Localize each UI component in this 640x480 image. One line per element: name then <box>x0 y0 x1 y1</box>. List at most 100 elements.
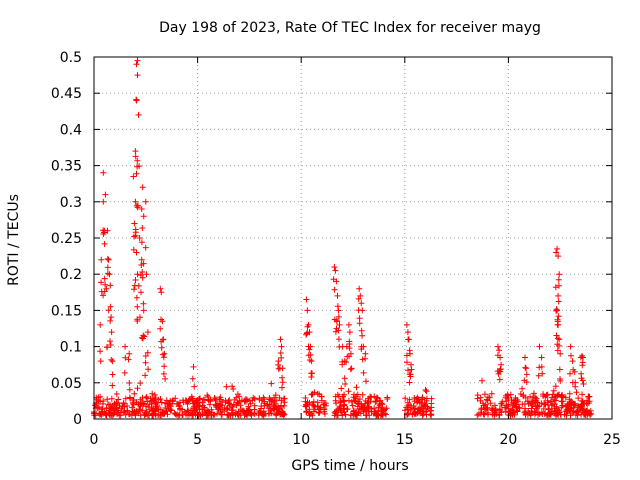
baseline-point <box>126 411 133 418</box>
spike-cluster-point <box>98 279 105 286</box>
spike-point <box>555 292 562 299</box>
baseline-point <box>411 408 418 415</box>
baseline-point <box>172 395 179 402</box>
baseline-point <box>529 399 536 406</box>
baseline-point <box>251 402 258 409</box>
baseline-point <box>251 395 258 402</box>
baseline-point <box>421 401 428 408</box>
spike-point <box>497 354 504 361</box>
spike-cluster-point <box>362 355 369 362</box>
spike-cluster-point <box>578 370 585 377</box>
spike-cluster-point <box>132 277 139 283</box>
baseline-point <box>478 409 485 416</box>
spike-cluster-point <box>108 314 115 321</box>
baseline-point <box>544 391 551 398</box>
baseline-point <box>187 396 194 403</box>
spike-point <box>139 184 146 191</box>
spike-point <box>307 343 314 350</box>
baseline-point <box>552 383 559 390</box>
y-tick-label: 0.1 <box>60 340 82 356</box>
baseline-point <box>122 411 129 418</box>
spike-cluster-point <box>135 202 141 209</box>
spike-cluster-point <box>104 255 111 262</box>
baseline-point <box>223 383 230 390</box>
spike-cluster-point <box>160 370 167 377</box>
spike-cluster-point <box>555 298 562 305</box>
baseline-point <box>483 405 490 412</box>
baseline-point <box>314 390 321 397</box>
baseline-point <box>345 388 352 395</box>
spike-cluster-point <box>497 366 504 372</box>
grid-lines <box>94 57 612 419</box>
baseline-point <box>152 395 159 401</box>
spike-cluster-point <box>552 284 559 291</box>
baseline-point <box>206 401 213 408</box>
baseline-point <box>488 390 495 397</box>
baseline-point <box>130 408 136 415</box>
spike-cluster-point <box>523 379 530 386</box>
baseline-point <box>552 408 559 415</box>
baseline-point <box>158 399 165 406</box>
spike-point <box>303 296 310 303</box>
baseline-point <box>223 405 230 412</box>
spike-point <box>122 343 129 350</box>
baseline-point <box>183 397 190 404</box>
baseline-point <box>356 396 363 403</box>
spike-point <box>100 198 107 205</box>
spike-point <box>130 173 137 180</box>
baseline-point <box>101 409 108 416</box>
spike-cluster-point <box>136 163 143 170</box>
baseline-point <box>511 397 518 404</box>
baseline-point <box>372 399 379 405</box>
spike-cluster-point <box>360 369 367 376</box>
spike-cluster-point <box>138 289 144 296</box>
spike-point <box>360 343 367 350</box>
spike-cluster-point <box>189 375 196 382</box>
spike-cluster-point <box>161 363 168 370</box>
spike-point <box>108 329 115 336</box>
baseline-point <box>509 406 516 413</box>
spike-point <box>159 318 166 325</box>
baseline-point <box>230 401 237 408</box>
baseline-point <box>522 408 529 415</box>
spike-cluster-point <box>140 260 147 267</box>
baseline-point <box>535 412 541 418</box>
spike-cluster-point <box>554 335 561 342</box>
spike-cluster-point <box>105 307 112 314</box>
baseline-point <box>496 411 503 418</box>
spike-cluster-point <box>143 271 150 278</box>
baseline-point <box>569 399 576 406</box>
baseline-point <box>163 397 170 404</box>
spike-point <box>555 253 562 260</box>
spike-point <box>132 198 139 205</box>
baseline-point <box>333 400 340 407</box>
spike-cluster-point <box>404 359 410 366</box>
baseline-point <box>342 411 349 418</box>
spike-point <box>557 350 564 357</box>
spike-point <box>133 61 140 68</box>
baseline-point <box>264 401 271 408</box>
spike-point <box>104 227 111 234</box>
baseline-point <box>359 391 366 398</box>
baseline-point <box>366 403 373 410</box>
spike-point <box>334 292 341 299</box>
spike-cluster-point <box>339 361 346 368</box>
baseline-point <box>503 398 510 405</box>
baseline-point <box>247 400 254 407</box>
spike-cluster-point <box>523 371 530 378</box>
baseline-point <box>268 398 275 405</box>
baseline-point <box>190 405 197 412</box>
baseline-point <box>558 404 565 411</box>
x-tick-label: 10 <box>292 432 310 448</box>
baseline-point <box>365 395 372 402</box>
spike-cluster-point <box>107 342 114 348</box>
baseline-point <box>217 409 224 416</box>
spike-cluster-point <box>356 315 363 322</box>
baseline-point <box>152 410 159 417</box>
spike-cluster-point <box>335 327 342 334</box>
spike-cluster-point <box>346 345 353 352</box>
spike-cluster-point <box>334 303 341 310</box>
spike-point <box>161 350 168 357</box>
baseline-point <box>423 388 430 395</box>
spike-cluster-point <box>539 370 546 377</box>
